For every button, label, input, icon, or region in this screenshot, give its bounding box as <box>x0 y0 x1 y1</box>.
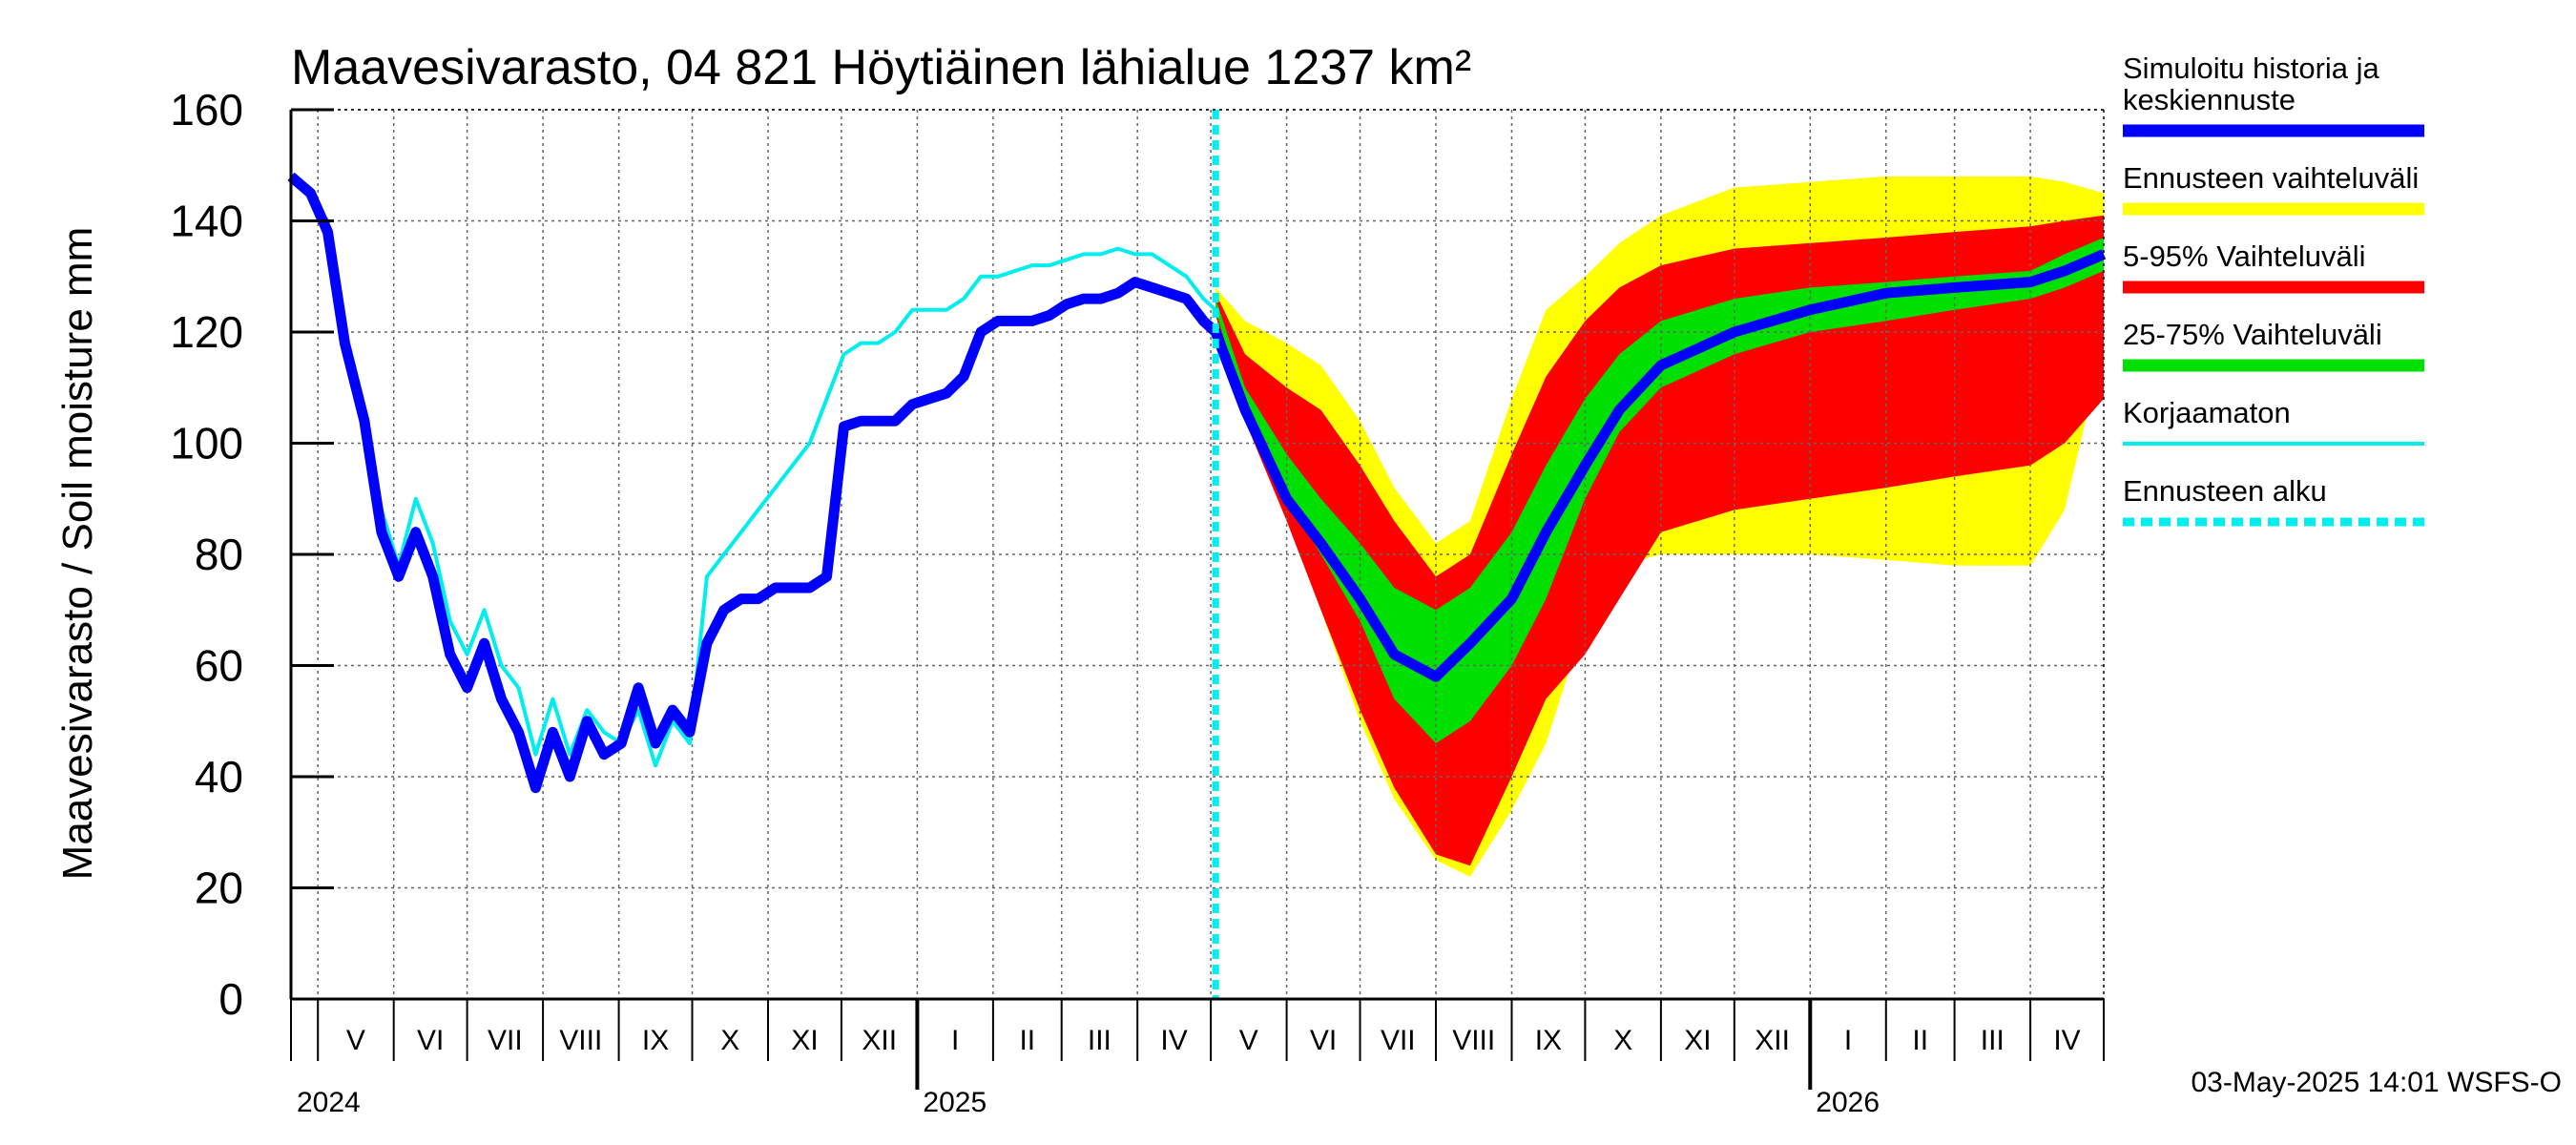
x-year-label-0: 2024 <box>297 1087 361 1118</box>
x-year-label-1: 2025 <box>923 1087 987 1118</box>
x-month-label-8: I <box>951 1025 959 1056</box>
y-tick-label-2: 40 <box>195 752 243 802</box>
x-month-label-0: V <box>346 1025 365 1056</box>
x-month-label-10: III <box>1088 1025 1111 1056</box>
x-month-label-4: IX <box>642 1025 669 1056</box>
legend-label-4-0: Korjaamaton <box>2123 396 2291 429</box>
footer-timestamp: 03-May-2025 14:01 WSFS-O <box>2192 1067 2563 1098</box>
x-month-label-13: VI <box>1310 1025 1337 1056</box>
x-month-label-17: X <box>1613 1025 1632 1056</box>
legend-label-2-0: 5-95% Vaihteluväli <box>2123 239 2365 273</box>
x-month-label-14: VII <box>1381 1025 1416 1056</box>
x-month-label-11: IV <box>1160 1025 1187 1056</box>
x-month-label-20: I <box>1844 1025 1852 1056</box>
x-month-label-16: IX <box>1535 1025 1562 1056</box>
band-2 <box>1215 238 2104 743</box>
y-tick-label-0: 0 <box>218 974 243 1024</box>
legend-label-5-0: Ennusteen alku <box>2123 474 2327 508</box>
y-tick-label-7: 140 <box>170 197 243 246</box>
x-month-label-23: IV <box>2053 1025 2080 1056</box>
legend-label-0-1: keskiennuste <box>2123 83 2296 116</box>
chart-title: Maavesivarasto, 04 821 Höytiäinen lähial… <box>291 40 1471 95</box>
x-month-label-1: VI <box>417 1025 444 1056</box>
legend-label-1-0: Ennusteen vaihteluväli <box>2123 161 2419 195</box>
x-month-label-2: VII <box>488 1025 523 1056</box>
x-year-label-2: 2026 <box>1816 1087 1880 1118</box>
x-month-label-19: XII <box>1755 1025 1790 1056</box>
legend-label-3-0: 25-75% Vaihteluväli <box>2123 318 2382 351</box>
x-month-label-7: XII <box>862 1025 897 1056</box>
x-month-label-5: X <box>720 1025 739 1056</box>
x-month-label-9: II <box>1019 1025 1035 1056</box>
y-axis-label: Maavesivarasto / Soil moisture mm <box>54 227 101 881</box>
x-month-label-6: XI <box>791 1025 818 1056</box>
x-month-label-18: XI <box>1684 1025 1711 1056</box>
forecast-bands <box>1215 176 2104 877</box>
series-line-1 <box>287 172 2107 794</box>
x-month-label-21: II <box>1912 1025 1928 1056</box>
y-tick-label-8: 160 <box>170 85 243 135</box>
x-month-label-15: VIII <box>1452 1025 1495 1056</box>
series-line-0 <box>289 175 1217 768</box>
x-month-label-3: VIII <box>559 1025 602 1056</box>
y-tick-label-4: 80 <box>195 530 243 579</box>
grid-lines <box>291 109 2104 999</box>
x-month-label-22: III <box>1981 1025 2005 1056</box>
y-tick-label-5: 100 <box>170 419 243 468</box>
legend-label-0-0: Simuloitu historia ja <box>2123 52 2380 85</box>
series-lines <box>287 110 2107 999</box>
y-tick-label-6: 120 <box>170 307 243 357</box>
y-tick-label-1: 20 <box>195 864 243 913</box>
y-tick-label-3: 60 <box>195 641 243 691</box>
x-month-label-12: V <box>1239 1025 1258 1056</box>
